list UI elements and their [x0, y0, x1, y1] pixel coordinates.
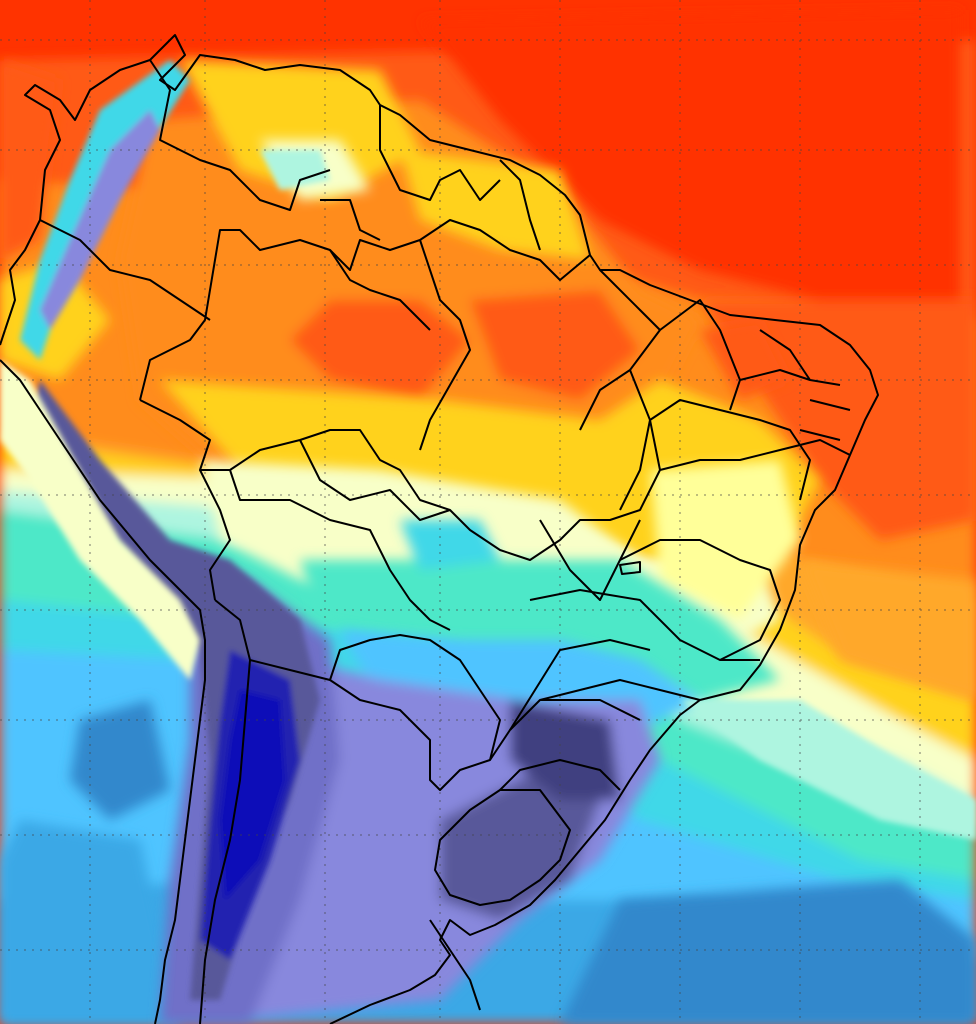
pacific-coast-cream-strip: [0, 360, 200, 680]
santa-catarina-border: [540, 699, 641, 721]
bahia-pale-field: [650, 460, 800, 620]
minas-gerais-border: [619, 539, 781, 661]
brazil-bolivia-border: [229, 469, 451, 631]
atlantic-mint-tongue: [680, 700, 976, 840]
chile-argentina-border: [199, 599, 251, 1024]
para-red-core: [470, 290, 640, 400]
lake-titicaca-outline: [619, 561, 641, 575]
para-border: [419, 239, 471, 451]
peru-bolivia-border: [199, 469, 231, 601]
ocean-orange-patch: [800, 560, 976, 700]
mato-grosso-border: [299, 439, 451, 521]
rio-grande-do-sul-border: [499, 759, 621, 791]
goias-border: [539, 519, 641, 601]
nordeste-red-core: [700, 320, 790, 400]
pacific-warm-patch: [0, 60, 60, 260]
pacific-coastline: [0, 329, 206, 1024]
ocean-warm-patch-1: [420, 10, 960, 300]
uruguay-border: [434, 789, 571, 906]
atlantic-steel-patch: [560, 880, 976, 1024]
venezuela-cyan-patch: [260, 150, 330, 190]
parana-border: [509, 639, 651, 731]
borders: [0, 34, 879, 1024]
amapa-border: [499, 159, 541, 251]
colombia-andes-lavender-streak: [40, 110, 160, 330]
roraima-border: [320, 199, 381, 241]
venezuela-yellow-field: [180, 60, 420, 200]
coastline: [4, 34, 879, 1024]
andes-deep-navy-core: [220, 690, 285, 900]
brazil-west-border: [139, 219, 591, 401]
tocantins-border: [579, 369, 651, 511]
pacific-steel-patch: [70, 700, 170, 820]
sao-paulo-border: [529, 589, 760, 661]
piaui-border: [629, 299, 741, 411]
guiana-borders: [379, 105, 501, 201]
amazonas-border: [329, 249, 431, 331]
nordeste-states-border: [739, 329, 851, 441]
rio-de-la-plata-outline: [429, 919, 481, 1011]
bolivia-argentina-border: [249, 659, 331, 681]
bahia-border: [649, 399, 811, 501]
colombia-peru-border: [39, 219, 211, 321]
paraguay-border: [329, 634, 501, 791]
brazil-border: [139, 399, 851, 561]
south-center-aqua-band: [300, 560, 780, 700]
venezuela-colombia-border: [149, 59, 331, 211]
parana-dark-slate-field: [510, 700, 620, 800]
maranhao-border: [599, 269, 661, 331]
